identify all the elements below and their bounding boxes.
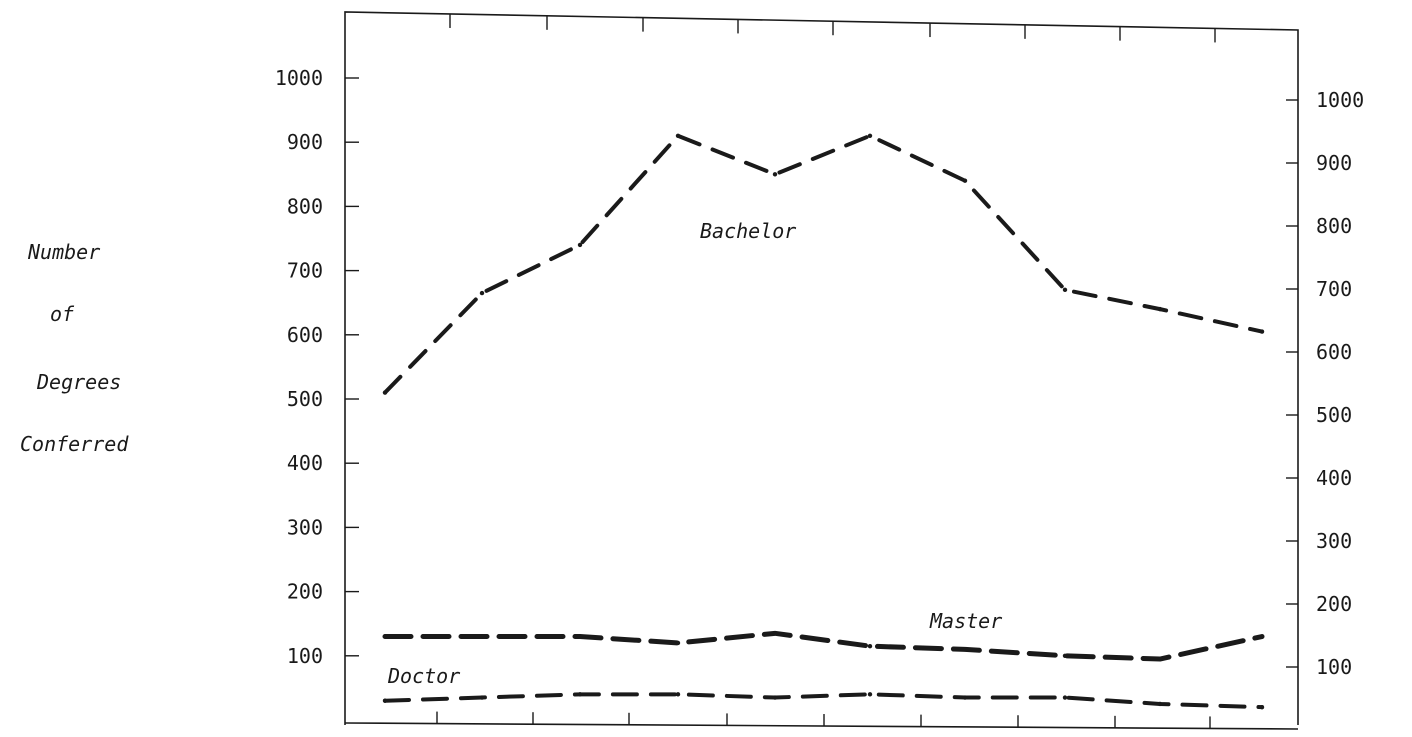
y-tick-label-left: 600 bbox=[287, 323, 323, 347]
y-tick-label-left: 100 bbox=[287, 644, 323, 668]
y-tick-label-right: 1000 bbox=[1316, 88, 1364, 112]
y-tick-label-right: 900 bbox=[1316, 151, 1352, 175]
y-axis-title-line: Conferred bbox=[20, 432, 129, 456]
y-axis-title-line: Degrees bbox=[37, 370, 122, 394]
data-point-master bbox=[382, 634, 388, 639]
data-point-doctor bbox=[1157, 701, 1163, 707]
y-tick-label-left: 400 bbox=[287, 451, 323, 475]
data-point-doctor bbox=[675, 692, 681, 697]
data-point-master bbox=[1259, 634, 1265, 639]
left-y-axis: 100 200 300 400 500 600 700 800 900 1000 bbox=[275, 66, 359, 668]
data-point-bachelor bbox=[675, 133, 681, 138]
data-point-bachelor bbox=[772, 172, 778, 177]
y-tick-label-right: 200 bbox=[1316, 592, 1352, 616]
data-point-bachelor bbox=[962, 178, 968, 183]
plot-frame bbox=[344, 11, 1299, 730]
data-point-doctor bbox=[962, 695, 968, 700]
y-axis-title-line: Number bbox=[28, 240, 101, 264]
x-axis-ticks bbox=[436, 13, 1216, 729]
data-point-doctor bbox=[577, 692, 583, 697]
data-point-bachelor bbox=[382, 390, 388, 395]
y-tick-label-right: 100 bbox=[1316, 655, 1352, 679]
series-line-doctor bbox=[383, 692, 1264, 710]
data-point-master bbox=[1062, 653, 1068, 658]
y-tick-label-right: 400 bbox=[1316, 466, 1352, 490]
data-point-master bbox=[675, 640, 681, 646]
series-label-doctor: Doctor bbox=[387, 664, 460, 688]
series-labels: Bachelor Master Doctor bbox=[387, 219, 1002, 688]
right-y-axis: 100 200 300 400 500 600 700 800 900 1000 bbox=[1286, 88, 1364, 679]
plot-border bbox=[344, 11, 1299, 725]
data-point-bachelor bbox=[577, 242, 583, 248]
data-point-master bbox=[772, 631, 778, 636]
series-line-bachelor bbox=[383, 133, 1264, 395]
data-point-doctor bbox=[867, 692, 873, 697]
data-point-master bbox=[1157, 656, 1163, 662]
data-point-doctor bbox=[772, 695, 778, 700]
y-tick-label-left: 300 bbox=[287, 515, 323, 539]
data-point-master bbox=[479, 634, 485, 639]
y-tick-label-left: 1000 bbox=[275, 66, 323, 90]
data-point-master bbox=[867, 643, 873, 649]
series-lines bbox=[382, 133, 1265, 710]
y-tick-label-right: 500 bbox=[1316, 403, 1352, 427]
data-point-doctor bbox=[1259, 704, 1265, 710]
data-point-master bbox=[962, 647, 968, 652]
data-point-bachelor bbox=[1259, 329, 1265, 334]
data-point-bachelor bbox=[1062, 287, 1068, 293]
y-tick-label-right: 800 bbox=[1316, 214, 1352, 238]
y-tick-label-right: 300 bbox=[1316, 529, 1352, 553]
series-label-bachelor: Bachelor bbox=[700, 219, 796, 243]
data-point-bachelor bbox=[479, 290, 485, 296]
y-tick-label-left: 900 bbox=[287, 130, 323, 154]
data-point-doctor bbox=[479, 695, 485, 700]
x-axis-line bbox=[344, 722, 1299, 730]
series-line-master bbox=[382, 630, 1265, 662]
data-point-doctor bbox=[1062, 695, 1068, 700]
y-tick-label-left: 200 bbox=[287, 580, 323, 604]
y-tick-label-right: 600 bbox=[1316, 340, 1352, 364]
y-axis-title-line: of bbox=[50, 302, 75, 326]
data-point-bachelor bbox=[867, 133, 873, 138]
series-label-master: Master bbox=[929, 609, 1002, 633]
y-tick-label-left: 800 bbox=[287, 194, 323, 218]
data-point-doctor bbox=[382, 698, 388, 703]
y-tick-label-right: 700 bbox=[1316, 277, 1352, 301]
data-point-bachelor bbox=[1157, 306, 1163, 312]
y-tick-label-left: 700 bbox=[287, 259, 323, 283]
data-point-master bbox=[577, 634, 583, 639]
y-tick-label-left: 500 bbox=[287, 387, 323, 411]
